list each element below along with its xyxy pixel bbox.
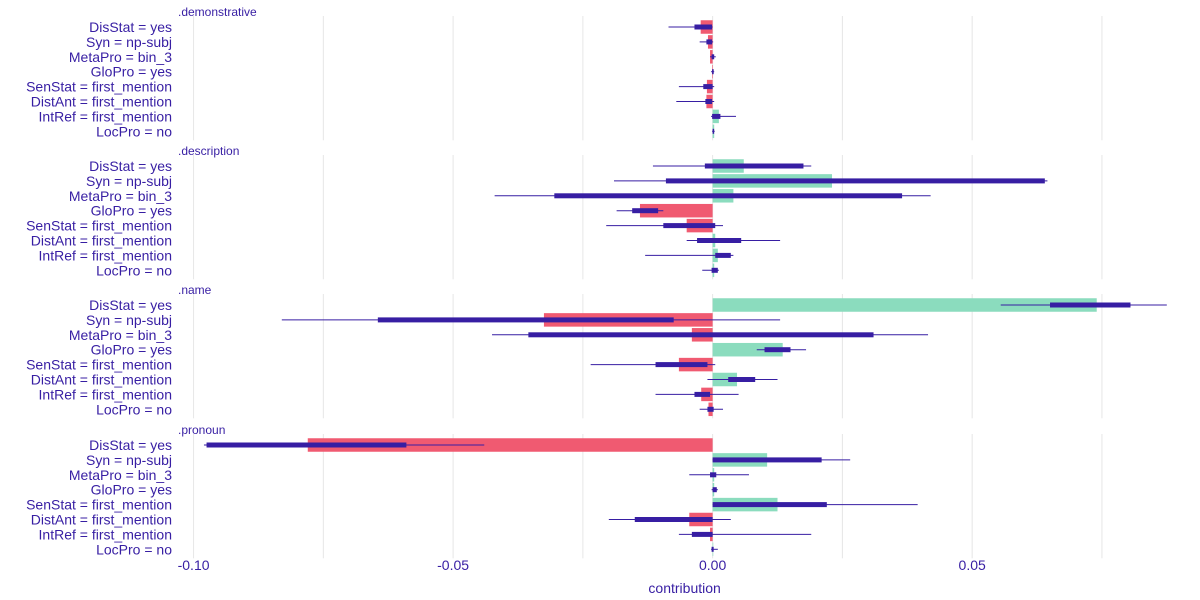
interval-box bbox=[728, 377, 756, 382]
interval-box bbox=[694, 391, 711, 397]
category-label: Syn = np-subj bbox=[86, 173, 172, 189]
interval-box bbox=[705, 99, 713, 104]
panel-title: .name bbox=[178, 283, 212, 297]
interval-box bbox=[707, 406, 714, 412]
interval-box bbox=[706, 39, 713, 45]
interval-box bbox=[712, 457, 822, 463]
interval-box bbox=[206, 442, 407, 448]
category-label: DisStat = yes bbox=[89, 297, 172, 313]
interval-box bbox=[691, 531, 713, 537]
interval-box bbox=[655, 362, 708, 368]
interval-box bbox=[663, 223, 716, 229]
category-label: MetaPro = bin_3 bbox=[69, 467, 172, 483]
interval-box bbox=[764, 347, 791, 353]
contribution-bar bbox=[307, 438, 713, 452]
interval-box bbox=[712, 502, 827, 508]
category-label: MetaPro = bin_3 bbox=[69, 327, 172, 343]
interval-box bbox=[377, 317, 674, 323]
panel-title: .description bbox=[178, 144, 239, 158]
category-label: SenStat = first_mention bbox=[26, 497, 172, 513]
category-label: DistAnt = first_mention bbox=[31, 233, 172, 249]
contribution-bar bbox=[712, 298, 1097, 312]
category-label: LocPro = no bbox=[96, 541, 172, 557]
panel-title: .demonstrative bbox=[178, 5, 257, 19]
category-label: IntRef = first_mention bbox=[39, 526, 172, 542]
x-tick-label: 0.00 bbox=[699, 557, 726, 573]
grid-layer bbox=[193, 16, 1103, 559]
contribution-bar bbox=[639, 203, 713, 218]
category-label: DistAnt = first_mention bbox=[31, 372, 172, 388]
category-label: Syn = np-subj bbox=[86, 34, 172, 50]
interval-box bbox=[697, 238, 742, 243]
category-label: IntRef = first_mention bbox=[39, 247, 172, 263]
interval-box bbox=[715, 252, 731, 258]
interval-box bbox=[554, 193, 903, 199]
category-label: DistAnt = first_mention bbox=[31, 512, 172, 528]
category-label: DisStat = yes bbox=[89, 437, 172, 453]
interval-box bbox=[704, 163, 804, 169]
interval-box bbox=[632, 208, 659, 214]
panel-title: .pronoun bbox=[178, 423, 225, 437]
category-label: LocPro = no bbox=[96, 123, 172, 139]
category-label: SenStat = first_mention bbox=[26, 357, 172, 373]
category-label: MetaPro = bin_3 bbox=[69, 188, 172, 204]
interval-box bbox=[711, 546, 714, 552]
category-label: LocPro = no bbox=[96, 262, 172, 278]
category-label: MetaPro = bin_3 bbox=[69, 49, 172, 65]
category-label: GloPro = yes bbox=[91, 342, 172, 358]
interval-box bbox=[1050, 302, 1131, 308]
x-tick-label: -0.10 bbox=[178, 557, 210, 573]
x-tick-label: 0.05 bbox=[959, 557, 986, 573]
category-label: SenStat = first_mention bbox=[26, 218, 172, 234]
interval-box bbox=[665, 178, 1045, 184]
category-label: Syn = np-subj bbox=[86, 312, 172, 328]
x-axis-title: contribution bbox=[648, 580, 720, 596]
category-label: GloPro = yes bbox=[91, 482, 172, 498]
interval-box bbox=[694, 24, 713, 30]
category-label: IntRef = first_mention bbox=[39, 108, 172, 124]
category-label: GloPro = yes bbox=[91, 64, 172, 80]
x-tick-label: -0.05 bbox=[437, 557, 469, 573]
interval-box bbox=[528, 332, 874, 338]
x-axis: -0.10 -0.05 0.00 0.05 bbox=[178, 557, 986, 573]
category-label: IntRef = first_mention bbox=[39, 386, 172, 402]
interval-box bbox=[703, 84, 713, 90]
interval-box bbox=[634, 517, 713, 522]
interval-box bbox=[712, 69, 714, 75]
category-label: Syn = np-subj bbox=[86, 452, 172, 468]
interval-box bbox=[711, 267, 718, 273]
category-label: LocPro = no bbox=[96, 401, 172, 417]
interval-box bbox=[712, 487, 717, 493]
interval-box bbox=[712, 128, 715, 134]
contribution-bar bbox=[712, 342, 783, 357]
interval-box bbox=[711, 54, 715, 60]
interval-box bbox=[710, 472, 717, 478]
category-label: DisStat = yes bbox=[89, 158, 172, 174]
category-label: DistAnt = first_mention bbox=[31, 94, 172, 110]
category-label: GloPro = yes bbox=[91, 203, 172, 219]
interval-box bbox=[712, 113, 721, 119]
category-label: SenStat = first_mention bbox=[26, 79, 172, 95]
category-label: DisStat = yes bbox=[89, 19, 172, 35]
